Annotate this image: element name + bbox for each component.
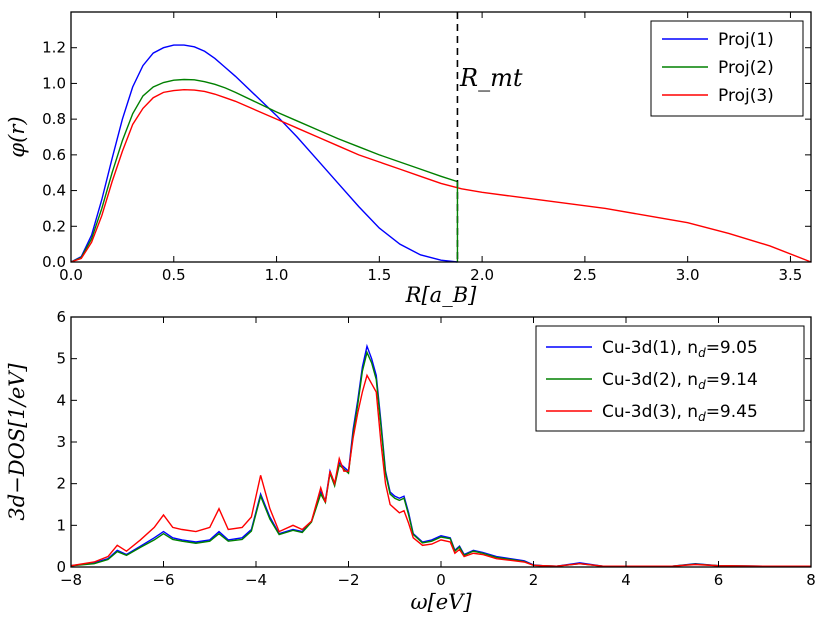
- bottom-legend-value-3: =9.45: [706, 402, 758, 422]
- top-y-tick-label: 1.0: [42, 74, 66, 92]
- bottom-legend-subscript-2: d: [698, 378, 706, 392]
- top-x-tick-label: 0.5: [162, 266, 186, 284]
- rmt-annotation: R_mt: [459, 64, 523, 92]
- top-x-tick-label: 3.5: [779, 266, 803, 284]
- bottom-legend-label-2: Cu-3d(2), nd=9.14: [602, 370, 758, 392]
- top-series-line-1: [70, 44, 458, 263]
- bottom-y-tick-label: 1: [56, 516, 66, 534]
- bottom-x-tick-label: 6: [714, 571, 724, 589]
- projector-panel: 0.0 0.5 1.0 1.5 2.0 2.5 3.0 3.5 0.0 0.2 0.4 0.6 0.8…: [5, 11, 812, 307]
- bottom-x-tick-label: 8: [806, 571, 816, 589]
- top-series-line-2: [70, 78, 458, 263]
- bottom-x-tick-label: −2: [337, 571, 359, 589]
- bottom-x-tick-label: 4: [621, 571, 631, 589]
- bottom-legend-subscript-1: d: [698, 346, 706, 360]
- dos-panel: −8 −6 −4 −2 0 2 4 6 8 0 1 2 3 4 5 6 ω[eV] 3d−DOS[1/eV]…: [5, 308, 816, 614]
- bottom-x-tick-label: −4: [245, 571, 267, 589]
- top-y-ticks: 0.0 0.2 0.4 0.6 0.8 1.0 1.2: [42, 39, 811, 271]
- bottom-legend-label-3: Cu-3d(3), nd=9.45: [602, 402, 758, 424]
- bottom-y-tick-label: 6: [56, 308, 66, 326]
- bottom-y-tick-label: 3: [56, 433, 66, 451]
- bottom-x-axis-label: ω[eV]: [410, 590, 472, 614]
- bottom-legend-subscript-3: d: [698, 410, 706, 424]
- bottom-legend-label-1: Cu-3d(1), nd=9.05: [602, 338, 758, 360]
- top-y-axis-label: φ(r): [5, 116, 29, 157]
- top-x-ticks: 0.0 0.5 1.0 1.5 2.0 2.5 3.0 3.5: [59, 12, 802, 284]
- bottom-y-tick-label: 4: [56, 391, 66, 409]
- top-legend-label-2: Proj(2): [718, 58, 774, 78]
- bottom-legend-name-2: Cu-3d(2), n: [602, 370, 698, 390]
- top-legend-label-3: Proj(3): [718, 86, 774, 106]
- top-x-tick-label: 2.5: [573, 266, 597, 284]
- top-y-tick-label: 0.6: [42, 146, 66, 164]
- bottom-y-ticks: 0 1 2 3 4 5 6: [56, 308, 811, 576]
- top-legend-label-1: Proj(1): [718, 30, 774, 50]
- bottom-y-axis-label: 3d−DOS[1/eV]: [5, 363, 29, 521]
- bottom-legend-value-1: =9.05: [706, 338, 758, 358]
- top-legend-box: [650, 20, 804, 117]
- bottom-y-tick-label: 2: [56, 475, 66, 493]
- top-series-lines: [70, 44, 812, 263]
- top-y-tick-label: 0.4: [42, 182, 66, 200]
- bottom-y-tick-label: 5: [56, 350, 66, 368]
- top-y-tick-label: 0.2: [42, 217, 66, 235]
- top-y-tick-label: 0.8: [42, 110, 66, 128]
- bottom-series-lines: [70, 343, 811, 567]
- top-x-axis-label: R[a_B]: [405, 283, 477, 307]
- top-y-tick-label: 0.0: [42, 253, 66, 271]
- bottom-series-line-1: [70, 343, 811, 567]
- bottom-y-tick-label: 0: [56, 558, 66, 576]
- bottom-x-tick-label: 2: [529, 571, 539, 589]
- bottom-x-tick-label: −6: [152, 571, 174, 589]
- bottom-x-ticks: −8 −6 −4 −2 0 2 4 6 8: [60, 317, 816, 589]
- top-x-tick-label: 1.0: [265, 266, 289, 284]
- top-x-tick-label: 3.0: [676, 266, 700, 284]
- top-legend: Proj(1) Proj(2) Proj(3): [650, 20, 804, 117]
- bottom-series-line-3: [70, 373, 811, 567]
- bottom-x-tick-label: 0: [436, 571, 446, 589]
- top-plot-frame: [70, 11, 812, 263]
- bottom-legend-name-3: Cu-3d(3), n: [602, 402, 698, 422]
- top-x-tick-label: 2.0: [470, 266, 494, 284]
- bottom-legend-value-2: =9.14: [706, 370, 758, 390]
- top-y-tick-label: 1.2: [42, 39, 66, 57]
- bottom-x-tick-label: −8: [60, 571, 82, 589]
- bottom-legend-name-1: Cu-3d(1), n: [602, 338, 698, 358]
- top-x-tick-label: 1.5: [367, 266, 391, 284]
- top-x-tick-label: 0.0: [59, 266, 83, 284]
- top-series-line-3: [70, 88, 812, 263]
